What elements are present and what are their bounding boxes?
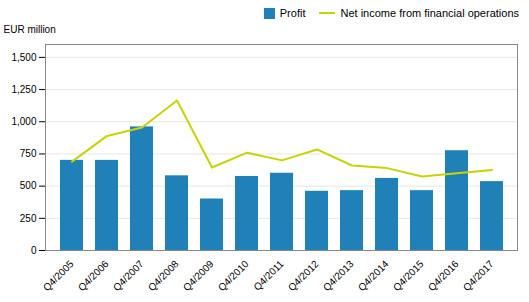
- svg-text:0: 0: [31, 245, 37, 256]
- svg-text:Q4/2005: Q4/2005: [41, 258, 76, 293]
- svg-text:Q4/2016: Q4/2016: [426, 258, 461, 293]
- svg-text:Q4/2008: Q4/2008: [146, 258, 181, 293]
- svg-text:1,250: 1,250: [11, 84, 36, 95]
- svg-text:250: 250: [20, 213, 37, 224]
- svg-text:Q4/2007: Q4/2007: [111, 258, 146, 293]
- svg-text:Q4/2011: Q4/2011: [251, 258, 286, 293]
- svg-text:EUR million: EUR million: [4, 24, 56, 35]
- html-text:Net income from financial oper: Net income from financial operations: [340, 7, 519, 19]
- svg-text:Q4/2015: Q4/2015: [391, 258, 426, 293]
- svg-text:Q4/2009: Q4/2009: [181, 258, 216, 293]
- svg-text:500: 500: [20, 180, 37, 191]
- svg-text:Q4/2013: Q4/2013: [321, 258, 356, 293]
- svg-text:Q4/2012: Q4/2012: [286, 258, 321, 293]
- svg-text:Q4/2014: Q4/2014: [356, 258, 391, 293]
- html-text:Profit: Profit: [279, 7, 306, 19]
- svg-text:1,000: 1,000: [11, 116, 36, 127]
- svg-text:1,500: 1,500: [11, 52, 36, 63]
- svg-text:Q4/2006: Q4/2006: [76, 258, 111, 293]
- svg-text:750: 750: [20, 148, 37, 159]
- svg-text:Q4/2010: Q4/2010: [216, 258, 251, 293]
- svg-text:Q4/2017: Q4/2017: [461, 258, 496, 293]
